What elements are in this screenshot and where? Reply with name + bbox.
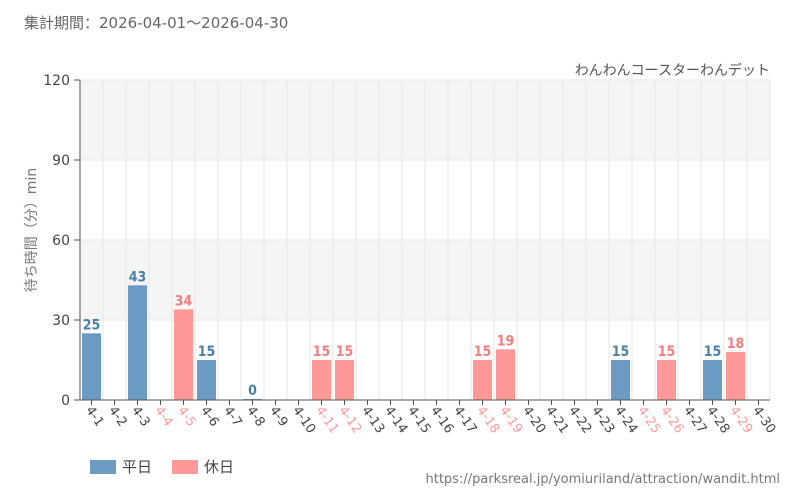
x-tick-label-4-1: 4-1 [82,404,106,430]
bar-4-5 [174,309,193,400]
source-url: https://parksreal.jp/yomiuriland/attract… [425,472,781,487]
y-tick-label: 0 [61,393,70,409]
legend: 平日 休日 [90,456,234,477]
x-tick-label-4-10: 4-10 [289,404,318,437]
bar-4-26 [657,360,676,400]
bar-value-label-4-29: 18 [727,336,745,352]
x-tick-label-4-25: 4-25 [634,404,663,437]
x-tick-label-4-12: 4-12 [335,404,364,437]
x-tick-label-4-23: 4-23 [588,404,617,437]
bar-value-label-4-6: 15 [198,344,216,360]
x-tick-label-4-8: 4-8 [243,404,267,430]
x-tick-label-4-22: 4-22 [565,404,594,437]
x-tick-label-4-6: 4-6 [197,404,221,430]
bar-value-label-4-26: 15 [658,344,676,360]
bar-4-6 [197,360,216,400]
x-tick-labels: 4-14-24-34-44-54-64-74-84-94-104-114-124… [82,404,778,437]
bar-4-18 [473,360,492,400]
bar-value-label-4-24: 15 [612,344,630,360]
legend-label-holiday: 休日 [204,458,235,476]
x-tick-label-4-29: 4-29 [726,404,755,437]
x-tick-label-4-7: 4-7 [220,404,244,430]
bar-value-label-4-3: 43 [129,269,147,285]
x-tick-label-4-20: 4-20 [519,404,548,437]
x-tick-label-4-15: 4-15 [404,404,433,437]
bar-value-label-4-1: 25 [83,317,101,333]
x-tick-label-4-17: 4-17 [450,404,479,437]
x-tick-label-4-13: 4-13 [358,404,387,437]
x-tick-label-4-14: 4-14 [381,404,410,437]
x-tick-label-4-19: 4-19 [496,404,525,437]
bar-value-labels: 25 43 34 15 0 15 15 15 19 15 15 15 18 [83,269,745,399]
bar-value-label-4-5: 34 [175,293,193,309]
x-tick-label-4-28: 4-28 [703,404,732,437]
x-tick-label-4-5: 4-5 [174,404,198,430]
y-tick-labels: 0 30 60 90 120 [43,73,70,409]
bar-value-label-4-18: 15 [474,344,492,360]
y-tick-label: 90 [52,153,70,169]
x-tick-label-4-3: 4-3 [128,404,152,430]
axes [74,79,770,405]
x-tick-label-4-18: 4-18 [473,404,502,437]
y-tick-label: 60 [52,233,70,249]
bar-value-label-4-28: 15 [704,344,722,360]
legend-item-weekday: 平日 [90,456,152,477]
bar-4-12 [335,360,354,400]
bar-4-19 [496,349,515,400]
x-tick-label-4-11: 4-11 [312,404,341,437]
x-tick-label-4-27: 4-27 [680,404,709,437]
bars [82,285,745,400]
grid-lines [79,79,771,400]
bar-4-28 [703,360,722,400]
y-tick-label: 30 [52,313,70,329]
x-tick-label-4-21: 4-21 [542,404,571,437]
bar-value-label-4-11: 15 [313,344,331,360]
x-tick-label-4-26: 4-26 [657,404,686,437]
bar-4-29 [726,352,745,400]
x-tick-label-4-9: 4-9 [266,404,290,430]
x-tick-label-4-30: 4-30 [749,404,778,437]
bar-value-label-4-19: 19 [497,333,515,349]
legend-label-weekday: 平日 [122,458,153,476]
bar-4-11 [312,360,331,400]
bar-4-3 [128,285,147,400]
legend-swatch-weekday [90,459,116,474]
y-tick-label: 120 [43,73,70,89]
bar-value-label-4-12: 15 [336,344,354,360]
chart-title: わんわんコースターわんデット [575,62,770,79]
legend-item-holiday: 休日 [172,456,234,477]
bar-4-24 [611,360,630,400]
y-axis-label: 待ち時間（分）min [24,168,40,292]
x-tick-label-4-4: 4-4 [151,404,175,430]
bar-4-1 [82,333,101,400]
legend-swatch-holiday [172,459,199,474]
x-tick-label-4-2: 4-2 [105,404,129,430]
x-tick-label-4-16: 4-16 [427,404,456,437]
period-label: 集計期間：2026-04-01～2026-04-30 [24,14,289,32]
bar-value-label-4-8: 0 [248,383,257,399]
x-tick-label-4-24: 4-24 [611,404,640,437]
